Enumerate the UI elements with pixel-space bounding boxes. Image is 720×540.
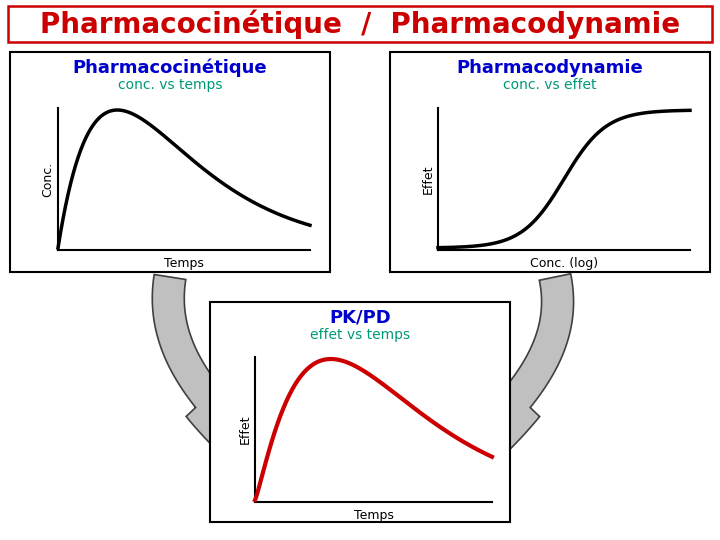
Text: Pharmacocinétique: Pharmacocinétique xyxy=(73,59,267,77)
Text: conc. vs effet: conc. vs effet xyxy=(503,78,597,92)
Text: PK/PD: PK/PD xyxy=(329,309,391,327)
Text: Effet: Effet xyxy=(238,415,251,444)
Text: conc. vs temps: conc. vs temps xyxy=(118,78,222,92)
Text: Pharmacocinétique  /  Pharmacodynamie: Pharmacocinétique / Pharmacodynamie xyxy=(40,9,680,39)
Bar xyxy=(390,52,710,272)
Polygon shape xyxy=(153,274,268,461)
Text: Temps: Temps xyxy=(354,510,393,523)
Text: Effet: Effet xyxy=(421,164,434,194)
Text: Conc.: Conc. xyxy=(42,161,55,197)
Text: effet vs temps: effet vs temps xyxy=(310,328,410,342)
Bar xyxy=(10,52,330,272)
Polygon shape xyxy=(458,274,574,461)
Text: Pharmacodynamie: Pharmacodynamie xyxy=(456,59,644,77)
Bar xyxy=(210,302,510,522)
Text: Conc. (log): Conc. (log) xyxy=(530,258,598,271)
Text: Temps: Temps xyxy=(164,258,204,271)
FancyBboxPatch shape xyxy=(8,6,712,42)
